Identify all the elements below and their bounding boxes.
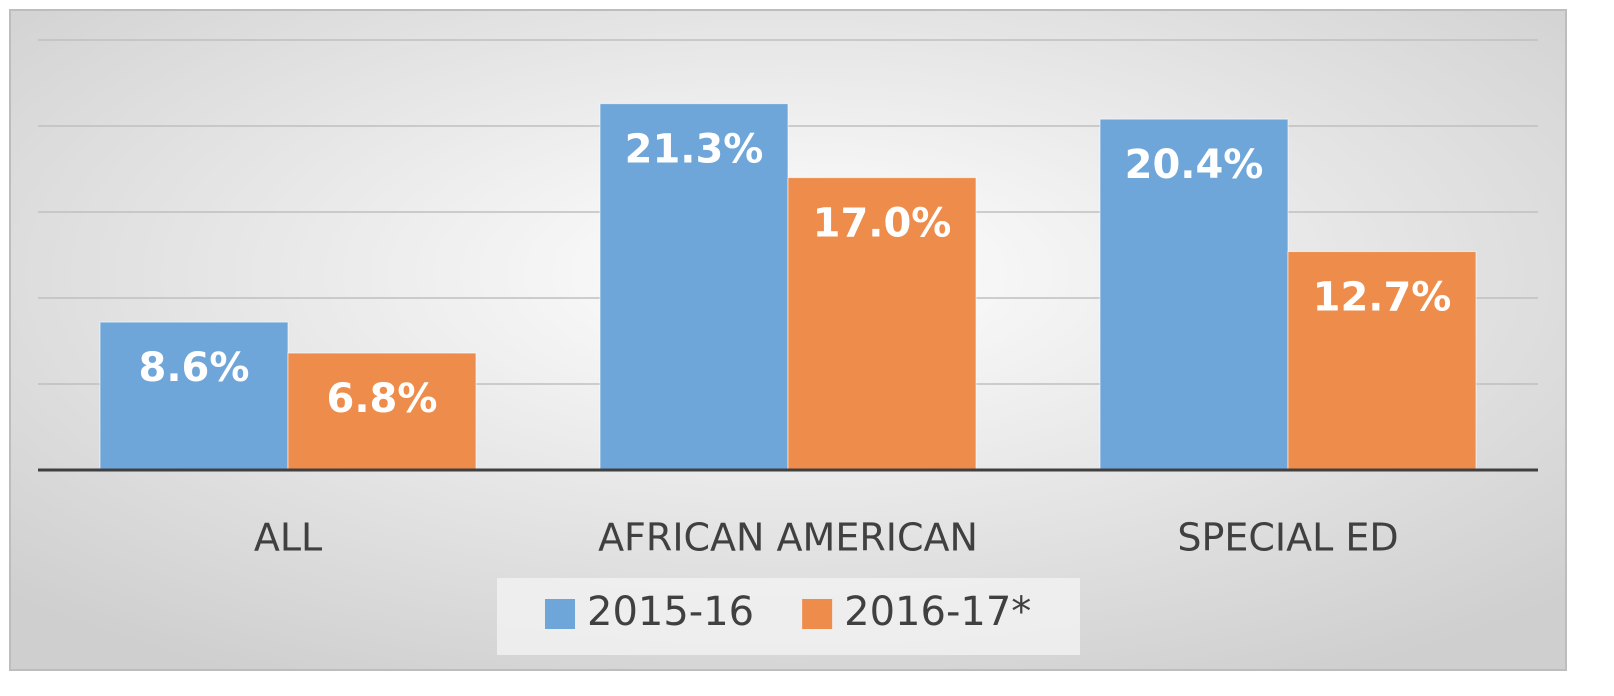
bar bbox=[787, 177, 977, 471]
value-label: 17.0% bbox=[813, 201, 952, 247]
x-tick-label: SPECIAL ED bbox=[1177, 516, 1398, 560]
legend-swatch bbox=[545, 599, 575, 629]
x-tick-label: AFRICAN AMERICAN bbox=[598, 516, 978, 560]
bar bbox=[1287, 251, 1477, 471]
legend-box bbox=[497, 578, 1080, 655]
x-tick-label: ALL bbox=[254, 516, 322, 560]
legend-label: 2016-17* bbox=[844, 589, 1031, 635]
legend-swatch bbox=[802, 599, 833, 629]
legend-label: 2015-16 bbox=[587, 589, 754, 635]
value-label: 8.6% bbox=[139, 345, 250, 391]
bar bbox=[1099, 118, 1289, 471]
value-label: 12.7% bbox=[1313, 275, 1452, 321]
value-label: 6.8% bbox=[327, 376, 438, 422]
bar bbox=[599, 103, 789, 471]
value-label: 21.3% bbox=[625, 127, 764, 173]
value-label: 20.4% bbox=[1125, 142, 1264, 188]
